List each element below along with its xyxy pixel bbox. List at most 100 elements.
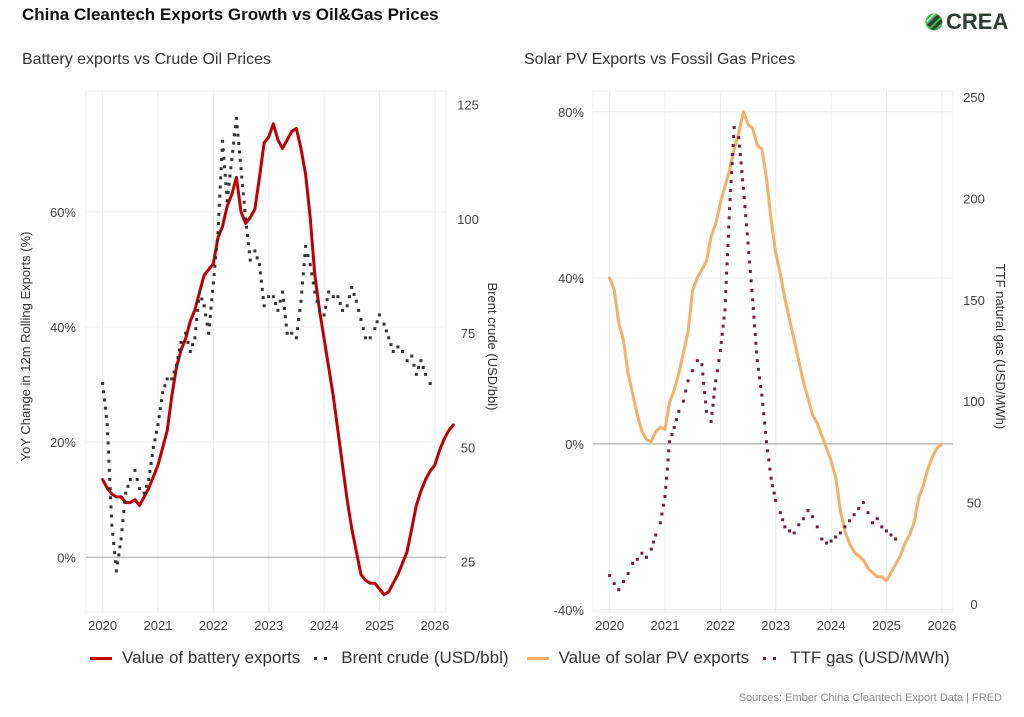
data-point [743, 205, 747, 209]
data-point [766, 449, 770, 453]
data-point [151, 445, 155, 449]
legend-label-battery: Value of battery exports [122, 648, 301, 667]
data-point [724, 280, 728, 284]
data-point [730, 162, 734, 166]
data-point [640, 551, 644, 555]
data-point [304, 244, 308, 248]
data-point [704, 409, 708, 413]
legend-swatch-solar [526, 656, 549, 660]
data-point [114, 569, 118, 573]
data-point [788, 529, 792, 533]
data-point [214, 247, 218, 251]
legend-swatch-battery [90, 656, 112, 660]
data-point [792, 531, 796, 535]
data-point [253, 249, 257, 253]
data-point [752, 315, 756, 319]
data-point [324, 305, 328, 309]
data-point [267, 295, 271, 299]
data-point [740, 169, 744, 173]
data-point [284, 323, 288, 327]
data-point [811, 515, 815, 519]
right-chart: 2020 2021 2022 2023 2024 2025 2026 -40% 0% 40% 80%… [554, 90, 1008, 633]
data-point [219, 167, 223, 171]
data-point [739, 161, 743, 165]
data-point [748, 269, 752, 273]
data-point [153, 438, 157, 442]
data-point [261, 296, 265, 300]
data-point [106, 441, 110, 445]
data-point [700, 363, 704, 367]
data-point [391, 350, 395, 353]
data-point [108, 477, 112, 481]
data-point [764, 430, 768, 434]
data-point [695, 359, 699, 363]
data-point [726, 243, 730, 247]
legend-item-battery: Value of battery exports [90, 648, 300, 668]
data-point [400, 350, 404, 353]
data-point [317, 308, 321, 312]
series-dots-price [101, 116, 432, 573]
data-point [233, 133, 237, 137]
data-point [684, 389, 688, 393]
data-point [626, 571, 630, 575]
data-point [848, 519, 852, 523]
data-point [209, 306, 213, 310]
data-point [217, 203, 221, 207]
data-point [801, 517, 805, 521]
data-point [725, 253, 729, 257]
data-point [301, 272, 305, 276]
data-point [729, 189, 733, 193]
data-point [889, 533, 893, 537]
data-point [285, 331, 289, 335]
data-point [200, 297, 204, 301]
x-tick-label: 2021 [144, 618, 173, 633]
data-point [731, 153, 735, 157]
data-point [109, 496, 113, 500]
data-point [104, 414, 108, 418]
data-point [111, 532, 115, 536]
data-point [229, 166, 233, 170]
data-point [255, 256, 259, 260]
data-point [302, 263, 306, 267]
data-point [649, 547, 653, 551]
data-point [271, 295, 275, 299]
data-point [880, 525, 884, 529]
data-point [119, 537, 123, 541]
y2-tick-label: 25 [461, 555, 475, 570]
data-point [221, 139, 225, 143]
data-point [245, 233, 249, 237]
data-point [382, 322, 386, 326]
data-point [721, 324, 725, 328]
data-point [724, 290, 728, 294]
data-point [750, 288, 754, 292]
data-point [852, 513, 856, 517]
data-point [311, 281, 315, 285]
x-tick-label: 2025 [365, 618, 394, 633]
legend-label-brent: Brent crude (USD/bbl) [341, 648, 509, 667]
data-point [116, 561, 120, 565]
data-point [347, 295, 351, 299]
data-point [755, 350, 759, 354]
data-point [179, 340, 183, 344]
data-point [781, 518, 785, 522]
data-point [207, 331, 211, 335]
data-point [660, 512, 664, 516]
y2-tick-label: 250 [963, 90, 985, 105]
y2-tick-label: 0 [970, 597, 977, 612]
data-point [722, 316, 726, 320]
data-point [424, 372, 428, 376]
data-point [197, 290, 201, 294]
data-point [194, 327, 198, 331]
x-tick-label: 2022 [199, 618, 228, 633]
data-point [681, 399, 685, 403]
y2-tick-label: 150 [963, 293, 985, 308]
data-point [325, 298, 329, 302]
data-point [677, 409, 681, 413]
data-point [741, 178, 745, 182]
data-point [670, 433, 674, 437]
data-point [621, 580, 625, 584]
data-point [248, 258, 252, 262]
data-point [774, 499, 778, 503]
data-point [221, 148, 225, 152]
data-point [364, 336, 368, 340]
